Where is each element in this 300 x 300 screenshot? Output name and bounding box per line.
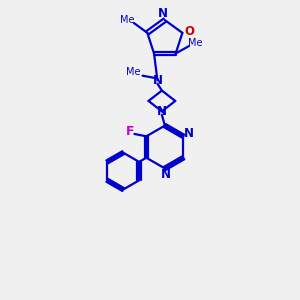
Text: N: N xyxy=(157,105,167,118)
Text: N: N xyxy=(184,128,194,140)
Text: Me: Me xyxy=(120,15,135,25)
Text: F: F xyxy=(126,125,134,138)
Text: N: N xyxy=(152,74,162,87)
Text: Me: Me xyxy=(125,67,140,77)
Text: Me: Me xyxy=(188,38,203,48)
Text: N: N xyxy=(158,7,168,20)
Text: O: O xyxy=(184,25,194,38)
Text: N: N xyxy=(161,169,171,182)
